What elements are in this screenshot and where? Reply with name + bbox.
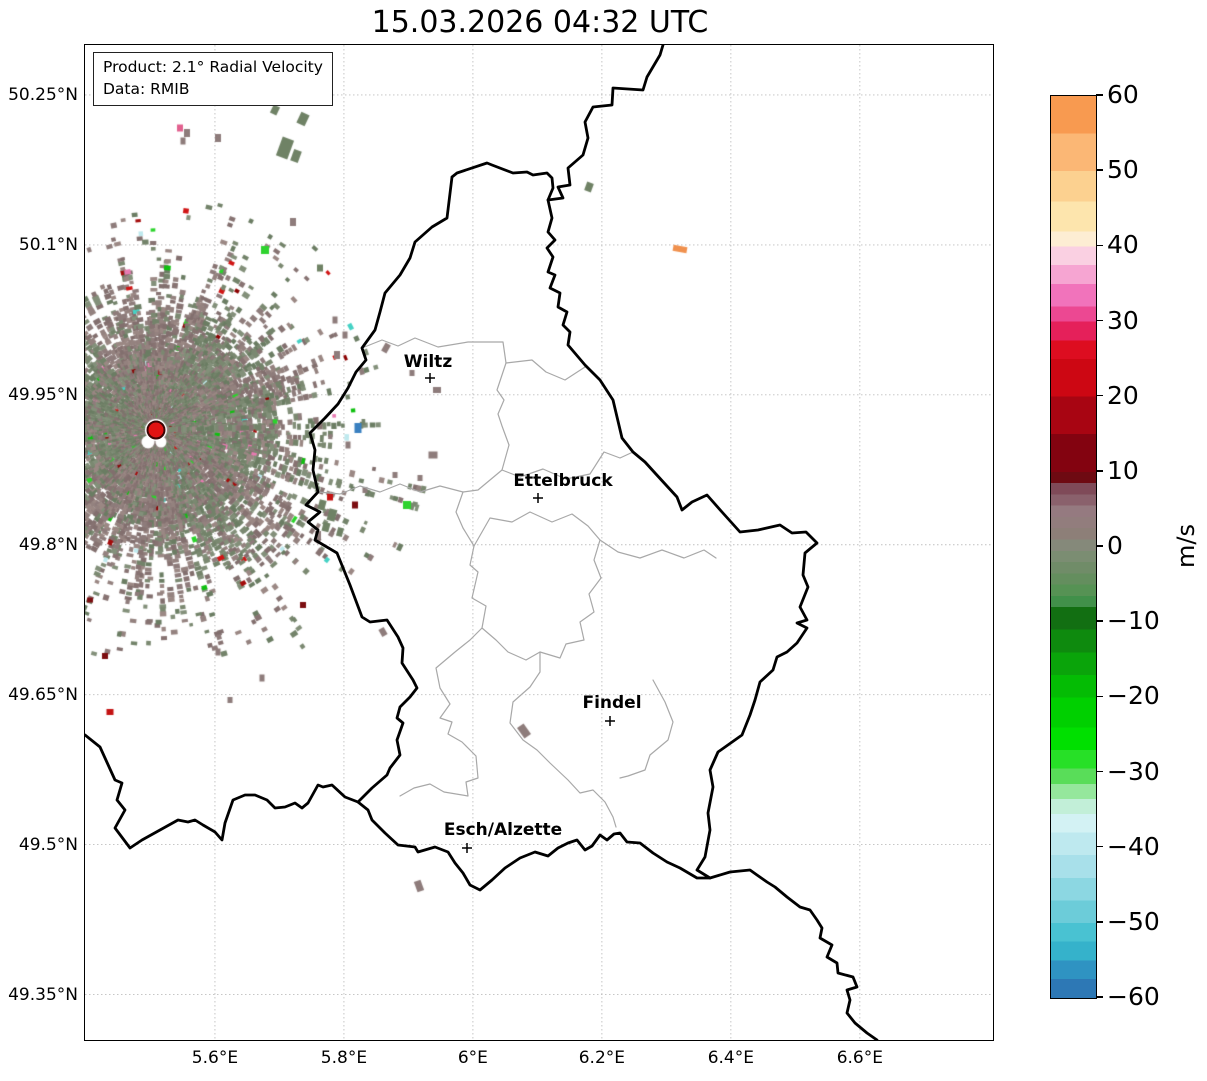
colorbar-tick-label: 20 <box>1107 380 1139 410</box>
radar-echo-layer <box>85 45 993 1040</box>
district-border <box>501 444 634 480</box>
colorbar-tick-label: 10 <box>1107 455 1139 485</box>
neighbor-country-border <box>546 45 665 202</box>
x-tick-label: 6.4°E <box>707 1048 754 1068</box>
radar-site-marker <box>146 420 166 440</box>
colorbar-tick <box>1096 94 1103 96</box>
colorbar-tick <box>1096 244 1103 247</box>
city-marker-wiltz <box>425 373 435 383</box>
colorbar-tick <box>1096 470 1103 472</box>
colorbar-tick-label: −50 <box>1107 906 1160 936</box>
colorbar-tick-label: −20 <box>1107 681 1160 711</box>
city-marker-esch-alzette <box>462 843 472 853</box>
country-border-luxembourg <box>304 161 819 892</box>
colorbar-tick-label: −40 <box>1107 831 1160 861</box>
city-label-findel: Findel <box>582 693 642 713</box>
colorbar-tick-label: −60 <box>1107 981 1160 1011</box>
x-tick-label: 5.8°E <box>320 1048 368 1068</box>
y-tick-label: 50.1°N <box>18 234 78 255</box>
colorbar-tick-label: 40 <box>1107 230 1139 260</box>
y-tick-label: 49.8°N <box>18 534 78 555</box>
x-tick-label: 6°E <box>457 1048 488 1068</box>
colorbar-tick <box>1096 545 1103 547</box>
x-tick-label: 5.6°E <box>191 1048 239 1068</box>
x-tick-label: 6.6°E <box>836 1048 883 1068</box>
colorbar-tick-label: 60 <box>1107 79 1139 109</box>
chart-title: 15.03.2026 04:32 UTC <box>371 5 709 40</box>
y-tick-label: 50.25°N <box>8 84 78 105</box>
city-marker-ettelbruck <box>533 493 543 503</box>
colorbar-tick <box>1096 394 1103 397</box>
district-border <box>469 511 602 661</box>
product-label: Product: 2.1° Radial Velocity <box>103 58 323 76</box>
city-marker-findel <box>605 716 615 726</box>
map-plot-area: Wiltz Ettelbruck Findel Esch/Alzette <box>85 45 993 1040</box>
colorbar-tick <box>1096 695 1103 698</box>
district-border <box>455 469 503 547</box>
colorbar-tick-label: 50 <box>1107 155 1139 185</box>
colorbar-unit-label: m/s <box>1172 524 1200 568</box>
colorbar-tick-label: −30 <box>1107 756 1160 786</box>
data-source-label: Data: RMIB <box>103 79 190 98</box>
district-border <box>599 539 717 559</box>
city-label-ettelbruck: Ettelbruck <box>513 471 613 491</box>
colorbar-gradient <box>1050 95 1097 999</box>
y-tick-label: 49.35°N <box>8 984 78 1005</box>
product-info-box: Product: 2.1° Radial Velocity Data: RMIB <box>93 52 333 107</box>
neighbor-country-border <box>708 868 879 1040</box>
colorbar-tick <box>1096 620 1103 622</box>
district-border <box>399 627 483 797</box>
district-border <box>619 679 674 779</box>
colorbar-tick-label: 30 <box>1107 305 1139 335</box>
colorbar-tick-label: −10 <box>1107 606 1160 636</box>
y-tick-label: 49.5°N <box>18 834 78 855</box>
neighbor-country-border <box>85 733 360 850</box>
x-tick-label: 6.2°E <box>578 1048 626 1068</box>
border-layer <box>85 45 879 1040</box>
colorbar-tick-label: 0 <box>1107 530 1123 560</box>
y-tick-label: 49.95°N <box>8 384 78 405</box>
district-border <box>361 337 586 381</box>
colorbar-tick <box>1096 319 1103 322</box>
district-border <box>317 483 464 495</box>
colorbar-tick <box>1096 996 1103 998</box>
city-label-wiltz: Wiltz <box>403 352 453 372</box>
y-tick-label: 49.65°N <box>8 684 78 705</box>
district-border <box>496 362 510 446</box>
district-border <box>509 651 617 828</box>
colorbar-tick <box>1096 845 1103 848</box>
colorbar-tick <box>1096 770 1103 773</box>
colorbar-tick <box>1096 921 1103 923</box>
city-label-esch-alzette: Esch/Alzette <box>443 820 563 840</box>
colorbar-tick <box>1096 169 1103 171</box>
